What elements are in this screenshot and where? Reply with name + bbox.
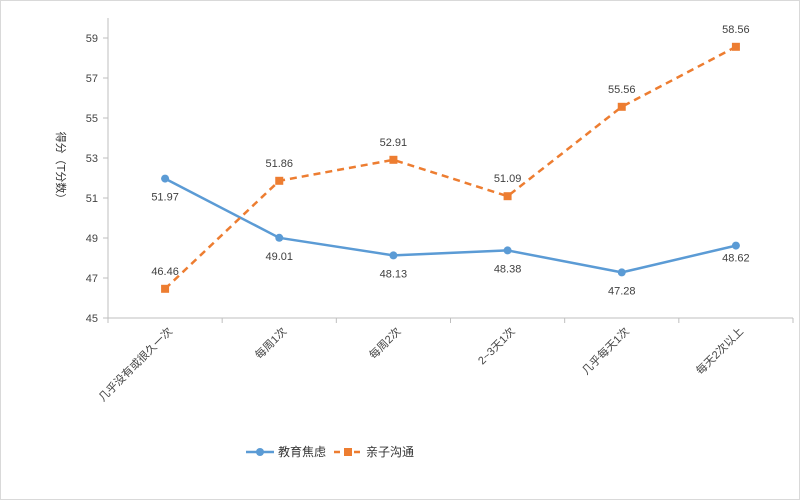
series-communication: 46.46 51.86 52.91 51.09 55.56 58.56 [151, 24, 750, 293]
legend: 教育焦虑 亲子沟通 [246, 444, 414, 459]
legend-marker [344, 448, 352, 456]
data-point [161, 174, 170, 183]
data-label: 51.09 [494, 173, 522, 185]
data-label: 48.38 [494, 263, 522, 275]
data-label: 49.01 [265, 251, 293, 263]
x-axis-ticks: 几乎没有或很久一次 每周1次 每周2次 2~3天1次 几乎每天1次 每天2次以上 [95, 318, 794, 404]
data-point [275, 233, 284, 242]
legend-marker [256, 448, 264, 456]
y-tick-label: 57 [86, 73, 98, 85]
x-tick-label: 每周2次 [366, 324, 404, 362]
y-tick-label: 49 [86, 233, 98, 245]
x-tick-label: 几乎每天1次 [579, 324, 632, 377]
data-point [389, 155, 398, 164]
data-point [731, 42, 740, 51]
y-tick-label: 55 [86, 113, 98, 125]
x-tick-label: 2~3天1次 [475, 324, 518, 367]
legend-label: 教育焦虑 [278, 444, 326, 459]
data-point [275, 176, 284, 185]
data-point [617, 268, 626, 277]
data-point [161, 284, 170, 293]
data-label: 52.91 [380, 137, 408, 149]
data-label: 48.13 [380, 268, 408, 280]
data-point [731, 241, 740, 250]
y-tick-label: 59 [86, 33, 98, 45]
legend-item: 亲子沟通 [334, 445, 414, 459]
data-point [617, 102, 626, 111]
y-tick-label: 53 [86, 153, 98, 165]
x-tick-label: 每天2次以上 [693, 324, 746, 377]
data-label: 51.97 [151, 192, 179, 204]
data-label: 48.62 [722, 253, 750, 265]
data-point [503, 246, 512, 255]
series-line [164, 177, 737, 274]
legend-label: 亲子沟通 [366, 445, 414, 459]
data-label: 55.56 [608, 84, 636, 96]
y-axis-ticks: 45 47 49 51 53 55 57 59 [86, 33, 108, 325]
data-point [389, 251, 398, 260]
data-label: 58.56 [722, 24, 750, 36]
y-tick-label: 45 [86, 313, 98, 325]
series-anxiety: 51.97 49.01 48.13 48.38 47.28 48.62 [151, 174, 750, 297]
y-tick-label: 47 [86, 273, 98, 285]
data-label: 51.86 [265, 158, 293, 170]
series-layer: 51.97 49.01 48.13 48.38 47.28 48.62 46.46 51.86… [151, 24, 749, 298]
legend-item: 教育焦虑 [246, 444, 326, 459]
data-label: 46.46 [151, 266, 179, 278]
x-tick-label: 每周1次 [252, 324, 290, 362]
y-axis-title: 得分（T分数） [54, 132, 67, 205]
x-tick-label: 几乎没有或很久一次 [95, 324, 175, 404]
data-point [503, 192, 512, 201]
y-tick-label: 51 [86, 193, 98, 205]
data-label: 47.28 [608, 285, 636, 297]
